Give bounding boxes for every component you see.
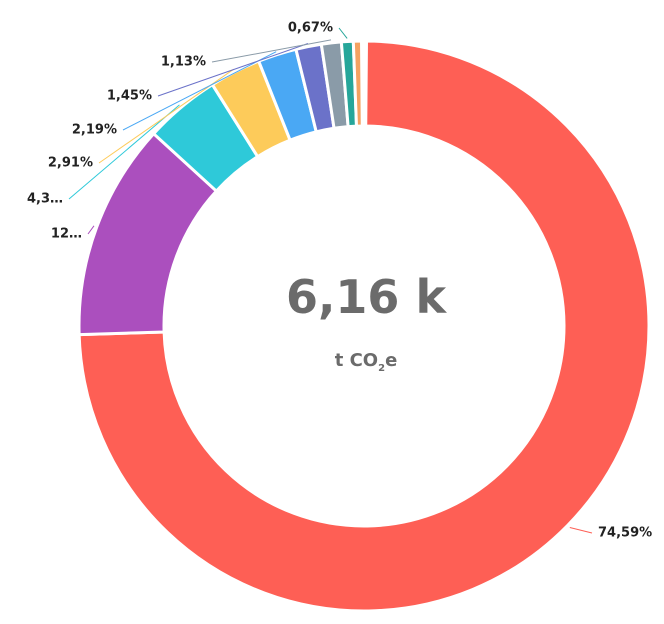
leader-line: [87, 225, 95, 235]
unit-part: t CO: [335, 350, 378, 371]
center-value: 6,16 k: [286, 270, 448, 324]
leader-line: [157, 43, 309, 97]
value-label: 0,67%: [288, 21, 333, 36]
value-label: 1,13%: [161, 55, 206, 70]
value-label: 2,19%: [72, 123, 117, 138]
value-label: 74,59%: [598, 526, 652, 541]
value-label: 2,91%: [48, 156, 93, 171]
donut-slice: [351, 39, 364, 128]
leader-line: [569, 526, 593, 534]
value-label: 4,3…: [27, 192, 63, 207]
value-label: 12…: [51, 227, 82, 242]
unit-part: e: [385, 350, 397, 371]
leader-line: [338, 27, 348, 39]
leader-line: [68, 104, 180, 200]
unit-subscript: 2: [378, 363, 385, 374]
center-unit: t CO2e: [335, 350, 398, 374]
leader-line: [122, 51, 277, 131]
value-label: 1,45%: [107, 89, 152, 104]
donut-slice: [77, 39, 651, 613]
leader-line: [211, 39, 332, 63]
